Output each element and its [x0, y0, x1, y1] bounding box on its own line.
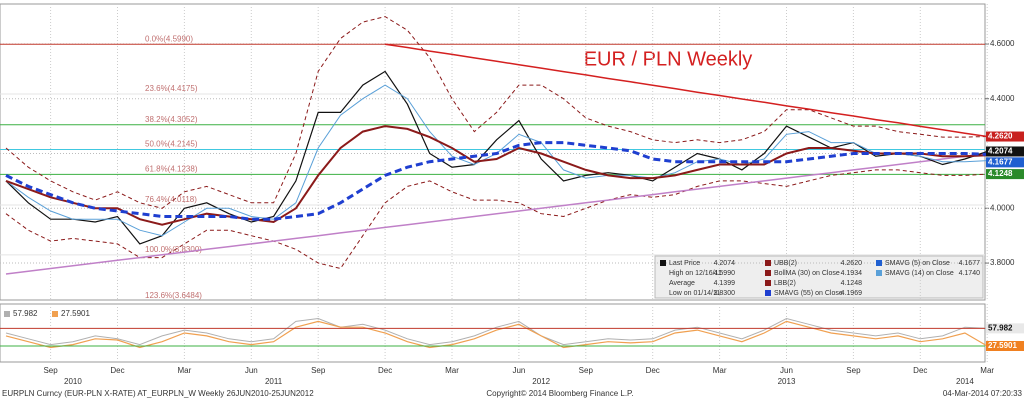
legend-swatch: [52, 311, 58, 317]
fib-label: 100.0%(3.8300): [145, 245, 202, 254]
x-tick-label: Mar: [445, 366, 459, 375]
year-label: 2013: [778, 377, 796, 386]
price-tag: [986, 169, 1024, 180]
legend-swatch: [765, 270, 771, 276]
fib-label: 38.2%(4.3052): [145, 115, 198, 124]
x-tick-label: Sep: [43, 366, 58, 375]
fib-label: 76.4%(4.0118): [145, 195, 197, 204]
legend-value: 4.1934: [841, 270, 863, 277]
fib-label: 0.0%(4.5990): [145, 34, 193, 43]
price-tag-label: 4.2074: [988, 147, 1013, 156]
legend-swatch: [765, 290, 771, 296]
legend-value: 3.8300: [714, 290, 736, 297]
legend-label: High on 12/16/11: [669, 270, 722, 277]
legend-label: SMAVG (55) on Close: [774, 290, 843, 297]
x-tick-label: Sep: [579, 366, 594, 375]
legend-swatch: [876, 260, 882, 266]
legend-label: SMAVG (5) on Close: [885, 260, 950, 267]
chart-title: EUR / PLN Weekly: [584, 48, 753, 70]
series-line: [5, 141, 988, 221]
legend-label: Last Price: [669, 260, 700, 267]
y-tick-label: 4.4000: [990, 94, 1015, 103]
legend-swatch: [4, 311, 10, 317]
x-tick-label: Dec: [646, 366, 660, 375]
price-tag: [986, 340, 1024, 351]
x-tick-label: Dec: [913, 366, 927, 375]
x-tick-label: Jun: [512, 366, 525, 375]
x-tick-label: Sep: [311, 366, 326, 375]
series-line: [5, 152, 988, 275]
y-tick-label: 3.8000: [990, 258, 1015, 267]
legend-label: SMAVG (14) on Close: [885, 270, 954, 277]
legend-value: 4.5990: [714, 270, 736, 277]
legend-label: UBB(2): [774, 260, 797, 267]
price-tag: [986, 157, 1024, 168]
legend-value: 4.1399: [714, 280, 736, 287]
series-line: [5, 320, 988, 349]
legend-value: 4.1969: [841, 290, 863, 297]
legend-swatch: [765, 260, 771, 266]
legend-label: 57.982: [13, 309, 38, 318]
price-tag-label: 4.2620: [988, 132, 1013, 141]
x-tick-label: Mar: [980, 366, 994, 375]
legend-value: 4.1677: [959, 260, 981, 267]
price-tag-label: 4.1248: [988, 169, 1013, 178]
legend-swatch: [660, 260, 666, 266]
fib-label: 50.0%(4.2145): [145, 140, 198, 149]
fib-label: 23.6%(4.4175): [145, 84, 198, 93]
y-tick-label: 4.6000: [990, 39, 1015, 48]
x-tick-label: Dec: [110, 366, 124, 375]
fib-label: 123.6%(3.6484): [145, 291, 202, 300]
legend-value: 4.1248: [841, 280, 863, 287]
x-tick-label: Sep: [846, 366, 861, 375]
price-tag: [986, 146, 1024, 157]
footer-right: 04-Mar-2014 07:20:33: [943, 389, 1023, 398]
year-label: 2011: [265, 377, 283, 386]
series-line: [384, 43, 988, 138]
legend-swatch: [765, 280, 771, 286]
price-tag: [986, 323, 1024, 334]
footer-left: EURPLN Curncy (EUR-PLN X-RATE) AT_EURPLN…: [2, 389, 314, 398]
series-line: [5, 125, 988, 226]
x-tick-label: Mar: [178, 366, 192, 375]
x-tick-label: Dec: [378, 366, 392, 375]
legend-value: 4.1740: [959, 270, 981, 277]
year-label: 2010: [64, 377, 82, 386]
x-tick-label: Jun: [245, 366, 258, 375]
series-line: [5, 169, 988, 270]
legend-label: BollMA (30) on Close: [774, 270, 840, 277]
legend-label: LBB(2): [774, 280, 796, 287]
lower-panel: [0, 303, 986, 363]
y-tick-label: 4.0000: [990, 203, 1015, 212]
legend-value: 4.2620: [841, 260, 863, 267]
price-tag: [986, 131, 1024, 142]
year-label: 2014: [956, 377, 974, 386]
legend-label: Low on 01/14/11: [669, 290, 720, 297]
year-label: 2012: [532, 377, 550, 386]
fib-label: 61.8%(4.1238): [145, 164, 198, 173]
legend-value: 4.2074: [714, 260, 736, 267]
x-tick-label: Mar: [713, 366, 727, 375]
x-tick-label: Jun: [780, 366, 793, 375]
price-tag-label: 27.5901: [988, 341, 1017, 350]
legend-label: 27.5901: [61, 309, 90, 318]
price-tag-label: 57.982: [988, 323, 1013, 332]
legend-label: Average: [669, 280, 695, 287]
series-line: [5, 70, 988, 245]
footer-center: Copyright© 2014 Bloomberg Finance L.P.: [486, 389, 633, 398]
series-line: [5, 16, 988, 209]
legend-swatch: [876, 270, 882, 276]
price-tag-label: 4.1677: [988, 157, 1013, 166]
